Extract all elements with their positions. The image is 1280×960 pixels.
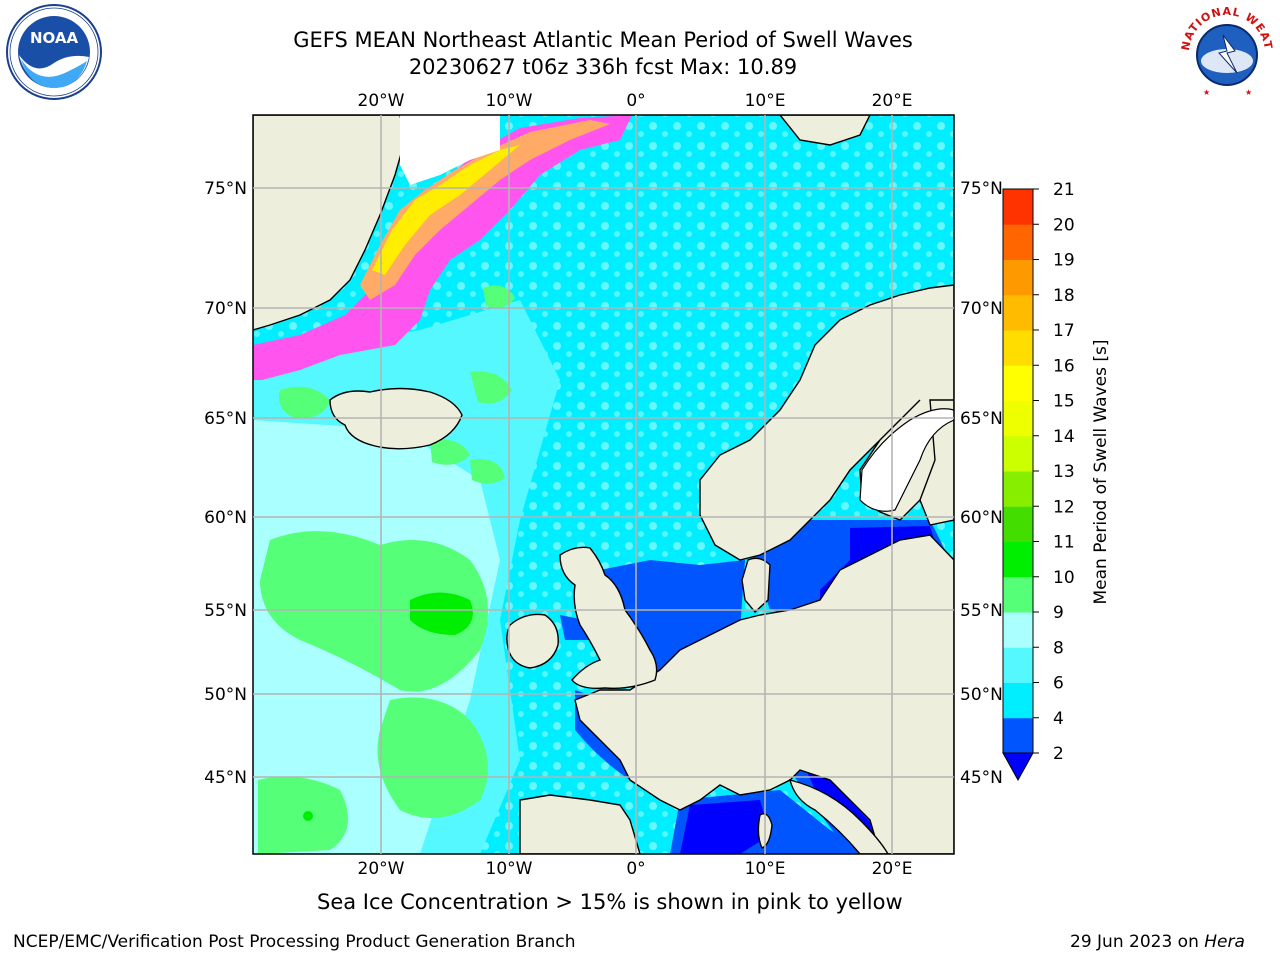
great-britain (559, 546, 658, 690)
colorbar-tick-label: 10 (1053, 568, 1075, 588)
latitude-label: 45°N (960, 768, 1003, 788)
sea-ice-field (253, 115, 632, 380)
longitude-label: 10°E (745, 859, 786, 879)
latitude-labels-left: 75°N 70°N 65°N 60°N 55°N 50°N 45°N (204, 179, 247, 788)
colorbar-tick-label: 9 (1053, 603, 1064, 623)
colorbar-swatch (1003, 330, 1033, 366)
footer-machine: Hera (1204, 932, 1245, 952)
longitude-label: 10°W (486, 91, 533, 111)
colorbar-swatch (1003, 612, 1033, 648)
colorbar-tick-label: 20 (1053, 215, 1075, 235)
latitude-label: 50°N (960, 685, 1003, 705)
latitude-label: 50°N (204, 685, 247, 705)
longitude-label: 20°E (872, 91, 913, 111)
noaa-logo: NOAA (6, 4, 102, 100)
colorbar-swatch (1003, 647, 1033, 683)
latitude-label: 60°N (960, 508, 1003, 528)
colorbar-tick-label: 21 (1053, 180, 1075, 200)
latitude-label: 65°N (960, 409, 1003, 429)
colorbar-swatch (1003, 365, 1033, 401)
colorbar-swatch (1003, 435, 1033, 472)
colorbar-tick-label: 8 (1053, 638, 1064, 658)
svg-text:★: ★ (1203, 88, 1210, 97)
colorbar-tick-label: 17 (1053, 321, 1075, 341)
colorbar-tick-label: 11 (1053, 533, 1075, 553)
colorbar-tick-label: 12 (1053, 497, 1075, 517)
finland (919, 399, 954, 526)
latitude-label: 45°N (204, 768, 247, 788)
latitude-label: 55°N (204, 601, 247, 621)
latitude-label: 75°N (960, 179, 1003, 199)
colorbar-swatch (1003, 576, 1033, 613)
colorbar-tick-label: 6 (1053, 674, 1064, 694)
longitude-labels-top: 20°W 10°W 0° 10°E 20°E (358, 91, 913, 111)
denmark (741, 557, 771, 614)
latitude-label: 75°N (204, 179, 247, 199)
colorbar-tick-label: 16 (1053, 356, 1075, 376)
colorbar-swatch (1003, 400, 1033, 437)
colorbar-tick-label: 13 (1053, 462, 1075, 482)
colorbar-extend-min (1002, 752, 1034, 782)
footer-credit: NCEP/EMC/Verification Post Processing Pr… (13, 932, 576, 952)
colorbar-swatch (1003, 506, 1033, 542)
graticule (253, 115, 954, 854)
latitude-label: 60°N (204, 508, 247, 528)
latitude-label: 70°N (960, 299, 1003, 319)
colorbar-tick-label: 15 (1053, 392, 1075, 412)
longitude-label: 0° (626, 859, 645, 879)
map-frame (252, 114, 955, 855)
ireland (506, 613, 559, 669)
latitude-label: 70°N (204, 299, 247, 319)
colorbar-tick-label: 2 (1053, 744, 1064, 764)
colorbar: 2 4 6 8 9 10 11 12 13 14 15 16 17 18 19 20 21 (1002, 180, 1075, 782)
colorbar-swatch (1003, 682, 1033, 719)
iberia (519, 794, 641, 854)
colorbar-swatch (1003, 189, 1033, 225)
colorbar-tick-label: 4 (1053, 709, 1064, 729)
colorbar-tick-label: 14 (1053, 427, 1075, 447)
colorbar-swatch (1003, 717, 1033, 754)
svg-text:NOAA: NOAA (30, 29, 79, 47)
gulf-of-bothnia (859, 408, 954, 512)
latitude-labels-right: 75°N 70°N 65°N 60°N 55°N 50°N 45°N (960, 179, 1003, 788)
longitude-labels-bottom: 20°W 10°W 0° 10°E 20°E (358, 859, 913, 879)
footer-date: 29 Jun 2023 on Hera (1070, 932, 1245, 952)
sea-ice-note: Sea Ice Concentration > 15% is shown in … (317, 890, 903, 914)
longitude-label: 20°W (358, 91, 405, 111)
chart-subtitle: 20230627 t06z 336h fcst Max: 10.89 (408, 55, 798, 79)
colorbar-tick-label: 18 (1053, 286, 1075, 306)
longitude-label: 10°E (745, 91, 786, 111)
colorbar-tick-label: 19 (1053, 251, 1075, 271)
longitude-label: 10°W (486, 859, 533, 879)
svg-text:★: ★ (1245, 88, 1252, 97)
longitude-label: 0° (626, 91, 645, 111)
colorbar-swatch (1003, 541, 1033, 578)
swell-band-10s (258, 285, 515, 854)
longitude-label: 20°W (358, 859, 405, 879)
longitude-label: 20°E (872, 859, 913, 879)
footer-date-text: 29 Jun 2023 on (1070, 932, 1205, 952)
colorbar-swatch (1003, 471, 1033, 507)
colorbar-swatch (1003, 294, 1033, 331)
chart-title: GEFS MEAN Northeast Atlantic Mean Period… (293, 28, 913, 52)
map-area (253, 115, 954, 854)
svalbard (779, 115, 871, 146)
latitude-label: 65°N (204, 409, 247, 429)
colorbar-swatch (1003, 259, 1033, 296)
colorbar-swatch (1003, 224, 1033, 260)
national-weather-service-logo: NATIONAL WEATHER SERVICE ★ ★ (1177, 3, 1274, 99)
colorbar-label: Mean Period of Swell Waves [s] (1091, 340, 1111, 605)
swell-band-11s (303, 592, 473, 821)
latitude-label: 55°N (960, 601, 1003, 621)
greenland-ice-cap (400, 115, 500, 185)
